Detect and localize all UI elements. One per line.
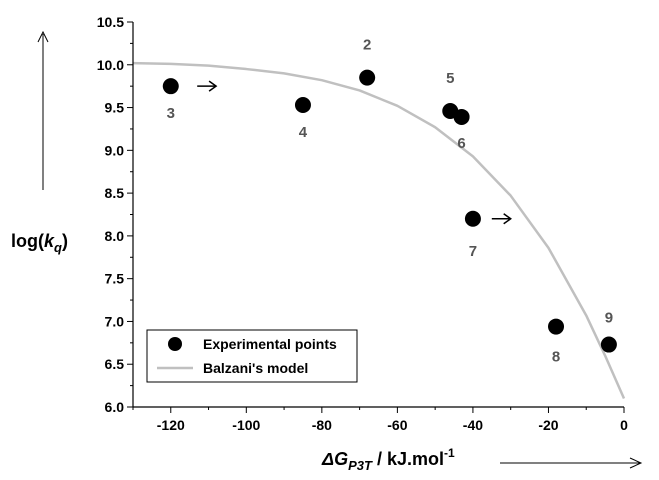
point-label: 3 (167, 105, 175, 122)
point-label: 4 (299, 124, 308, 141)
experimental-points-layer: 2 3 4 5 6 7 8 9 (162, 37, 617, 366)
data-point (548, 318, 565, 335)
x-tick-label: -100 (232, 417, 260, 433)
point-label: 6 (457, 135, 465, 152)
y-tick-label: 8.0 (105, 228, 125, 244)
axis-ticks: -120 -100 -80 -60 -40 -20 0 6.0 6.5 7.0 7.5 8.0 8.5 9… (97, 14, 628, 433)
point-label: 7 (469, 243, 477, 260)
y-tick-label: 10.5 (97, 14, 124, 30)
x-tick-label: -80 (312, 417, 332, 433)
annotation-arrowhead (503, 213, 512, 225)
y-tick-label: 9.0 (105, 142, 125, 158)
y-tick-label: 10.0 (97, 57, 124, 73)
y-tick-label: 6.5 (105, 356, 125, 372)
data-point (464, 210, 481, 227)
x-axis-arrow (500, 457, 643, 469)
y-tick-label: 6.0 (105, 399, 125, 415)
x-tick-label: -20 (538, 417, 558, 433)
annotations-layer (197, 80, 512, 225)
legend: Experimental points Balzani's model (146, 329, 358, 383)
x-tick-label: 0 (620, 417, 628, 433)
x-tick-label: -40 (463, 417, 483, 433)
annotation-arrowhead (208, 80, 218, 92)
x-axis-label: ΔGP3T / kJ.mol-1 (321, 446, 455, 473)
y-tick-label: 8.5 (105, 185, 125, 201)
y-axis-arrow (37, 30, 49, 190)
point-label: 9 (605, 310, 613, 327)
x-tick-label: -60 (387, 417, 407, 433)
y-tick-label: 9.5 (105, 100, 125, 116)
point-label: 5 (446, 70, 454, 87)
y-axis-label: log(kq) (11, 231, 68, 255)
legend-marker-points (168, 337, 182, 351)
y-tick-label: 7.5 (105, 271, 125, 287)
data-point (359, 69, 376, 86)
data-point (294, 96, 311, 113)
legend-box (146, 329, 358, 383)
model-curve-layer (132, 61, 626, 399)
data-point (162, 78, 179, 95)
point-label: 2 (363, 37, 371, 54)
data-point (600, 336, 617, 353)
data-point (453, 108, 470, 125)
model-curve-line (132, 61, 626, 399)
legend-label-model: Balzani's model (203, 360, 308, 376)
point-label: 8 (552, 349, 560, 366)
x-tick-label: -120 (157, 417, 185, 433)
legend-label-points: Experimental points (203, 336, 337, 352)
y-tick-label: 7.0 (105, 313, 125, 329)
